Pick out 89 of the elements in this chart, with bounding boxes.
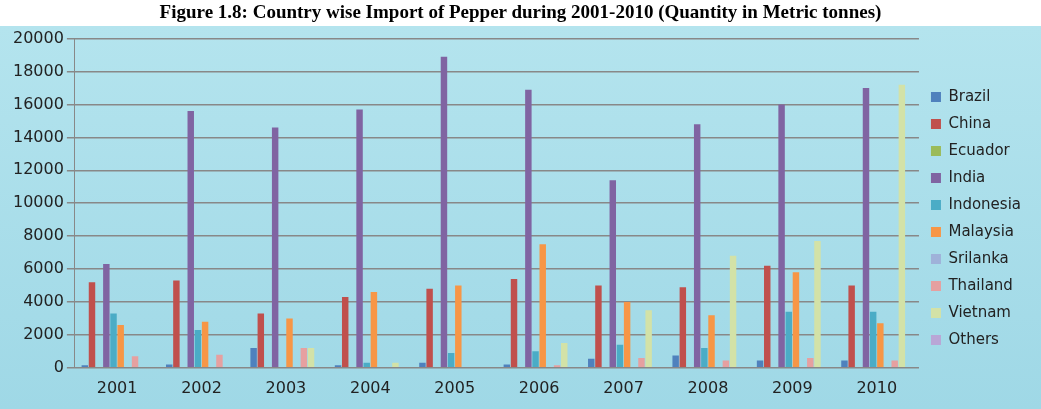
bar — [672, 355, 679, 368]
y-tick-label: 0 — [53, 356, 64, 376]
legend-label: Brazil — [948, 86, 991, 105]
bar — [88, 282, 96, 368]
bar — [271, 127, 279, 368]
legend-label: Ecuador — [948, 140, 1011, 159]
bar — [117, 325, 124, 368]
bar — [201, 321, 209, 368]
x-tick-label: 2007 — [603, 377, 644, 397]
y-tick-label: 14000 — [12, 126, 64, 146]
legend-label: Srilanka — [948, 248, 1009, 267]
x-tick-label: 2010 — [856, 377, 898, 397]
bar — [447, 352, 455, 368]
bar — [440, 56, 448, 368]
x-tick-label: 2005 — [434, 377, 476, 397]
bar — [187, 111, 194, 368]
bar — [300, 348, 308, 368]
bar — [539, 244, 546, 368]
bar — [532, 351, 539, 368]
bar — [286, 318, 293, 368]
bar — [848, 285, 855, 368]
bar — [862, 87, 870, 368]
x-tick-label: 2001 — [96, 377, 138, 397]
y-tick-label: 10000 — [12, 192, 64, 212]
bar — [257, 313, 265, 368]
bar — [250, 348, 257, 368]
bar — [341, 297, 349, 368]
bar — [877, 323, 884, 368]
y-tick-label: 2000 — [23, 324, 64, 344]
bar — [370, 292, 378, 368]
bar — [814, 241, 821, 368]
bar — [595, 285, 602, 368]
bar — [561, 343, 568, 368]
bar — [419, 362, 426, 368]
bar — [891, 360, 898, 368]
y-tick-label: 6000 — [23, 258, 64, 278]
bar — [216, 354, 223, 368]
bar — [194, 329, 202, 368]
bar — [356, 109, 363, 368]
legend-label: Thailand — [947, 275, 1013, 294]
bar — [131, 356, 139, 368]
x-tick-label: 2008 — [687, 377, 729, 397]
legend-label: Malaysia — [948, 221, 1015, 240]
bar — [623, 301, 631, 368]
bar — [110, 313, 117, 368]
bar — [173, 280, 180, 368]
x-tick-label: 2003 — [265, 377, 307, 397]
bar — [708, 315, 715, 368]
bar — [307, 348, 315, 368]
legend-label: Others — [948, 329, 1000, 348]
bar — [722, 360, 730, 368]
bar — [609, 180, 617, 368]
bar — [616, 344, 624, 368]
legend-label: India — [948, 167, 986, 186]
bar — [525, 89, 532, 368]
bar — [898, 84, 906, 368]
bar — [426, 288, 433, 368]
x-tick-label: 2006 — [518, 377, 560, 397]
bar — [638, 357, 645, 368]
y-tick-label: 4000 — [23, 291, 64, 311]
bar — [729, 255, 737, 368]
bar — [778, 104, 785, 368]
bar — [701, 348, 708, 368]
legend-label: Indonesia — [948, 194, 1022, 213]
bar — [645, 310, 652, 368]
y-tick-label: 18000 — [12, 60, 64, 80]
y-tick-label: 16000 — [12, 93, 64, 113]
bar — [764, 265, 771, 368]
x-tick-label: 2009 — [771, 377, 813, 397]
bar — [510, 278, 518, 368]
bar — [693, 124, 701, 368]
bar — [679, 287, 687, 368]
y-tick-label: 20000 — [12, 27, 64, 47]
bar — [392, 362, 399, 368]
bar — [756, 360, 764, 368]
legend-label: Vietnam — [948, 302, 1011, 321]
bar — [807, 357, 814, 368]
y-tick-label: 8000 — [23, 225, 64, 245]
bar — [103, 264, 110, 368]
x-tick-label: 2002 — [181, 377, 222, 397]
bar — [455, 285, 462, 368]
bar — [841, 360, 848, 368]
legend-label: China — [948, 113, 992, 132]
bar — [869, 311, 877, 368]
bar — [785, 311, 792, 368]
y-tick-label: 12000 — [12, 159, 64, 179]
x-tick-label: 2004 — [349, 377, 391, 397]
bar — [792, 272, 800, 368]
chart-title: Figure 1.8: Country wise Import of Pepper during 2001-2010 (Quantity in Metric tonnes) — [158, 0, 883, 24]
